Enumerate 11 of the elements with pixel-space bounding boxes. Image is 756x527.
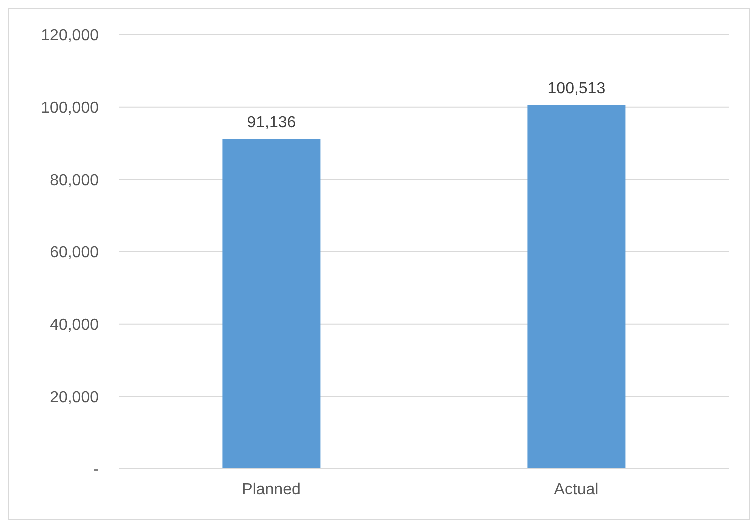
x-tick-label: Actual [554, 481, 599, 498]
y-tick-label: 40,000 [50, 317, 100, 334]
x-tick-label: Planned [242, 481, 301, 498]
data-label: 100,513 [548, 80, 606, 98]
y-tick-label: - [94, 462, 99, 479]
y-tick-label: 120,000 [41, 28, 100, 45]
y-tick-label: 20,000 [50, 389, 100, 406]
y-tick-label: 80,000 [50, 172, 100, 190]
y-tick-label: 100,000 [41, 100, 100, 118]
data-label: 91,136 [247, 114, 296, 132]
y-tick-label: 60,000 [50, 244, 100, 262]
